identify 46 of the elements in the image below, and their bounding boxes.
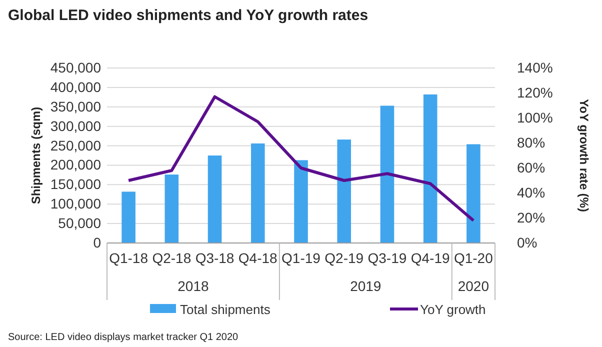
y-tick-label: 200,000 — [50, 156, 102, 173]
chart-title: Global LED video shipments and YoY growth rates — [8, 7, 368, 24]
x-tick-label: Q3-19 — [368, 250, 407, 266]
text: 2020 — [458, 278, 490, 294]
bar — [164, 174, 179, 243]
text: 2018 — [178, 278, 210, 294]
y-tick-label: 400,000 — [50, 78, 102, 95]
y2-tick-label: 20% — [517, 209, 546, 226]
x-tick-label: Q1-18 — [109, 250, 148, 266]
y-tick-label: 0 — [93, 234, 102, 250]
y-tick-label: 300,000 — [50, 118, 102, 134]
text: 2019 — [350, 278, 382, 294]
x-tick-label: Q4-19 — [410, 250, 450, 266]
x-tick-label: Q2-19 — [324, 250, 364, 266]
y-tick-label: 450,000 — [50, 59, 102, 76]
x-tick-label: Q4-18 — [238, 250, 278, 266]
y-tick-label: 100,000 — [50, 196, 102, 212]
y-axis-title: Shipments (sqm) — [29, 106, 43, 204]
y2-tick-label: 40% — [517, 184, 546, 200]
y2-tick-label: 120% — [517, 84, 553, 100]
y-tick-label: 150,000 — [50, 176, 102, 192]
y2-tick-label: 80% — [517, 134, 546, 150]
bar — [294, 160, 308, 243]
bar — [122, 192, 136, 243]
y2-tick-label: 60% — [517, 159, 546, 176]
x-tick-label: Q1-20 — [454, 250, 494, 266]
legend-label: YoY growth — [420, 302, 486, 317]
bar — [337, 140, 352, 243]
x-tick-label: Q3-18 — [195, 250, 234, 266]
bar — [466, 144, 480, 243]
y2-axis-title: YoY growth rate (%) — [577, 99, 591, 212]
bar — [208, 156, 222, 243]
x-tick-label: Q1-19 — [282, 250, 321, 266]
bar — [380, 106, 394, 243]
legend-label: Total shipments — [180, 302, 271, 317]
y2-tick-label: 140% — [517, 59, 553, 76]
line-series — [127, 95, 475, 222]
bar — [423, 94, 438, 243]
y-tick-label: 50,000 — [58, 215, 102, 232]
y-tick-label: 350,000 — [50, 98, 102, 114]
bar — [250, 143, 265, 243]
x-tick-label: Q2-18 — [152, 250, 192, 266]
y2-tick-label: 100% — [517, 109, 553, 126]
source-note: Source: LED video displays market tracker Q1 2020 — [8, 332, 239, 343]
y2-tick-label: 0% — [517, 234, 538, 250]
y-tick-label: 250,000 — [50, 137, 102, 154]
